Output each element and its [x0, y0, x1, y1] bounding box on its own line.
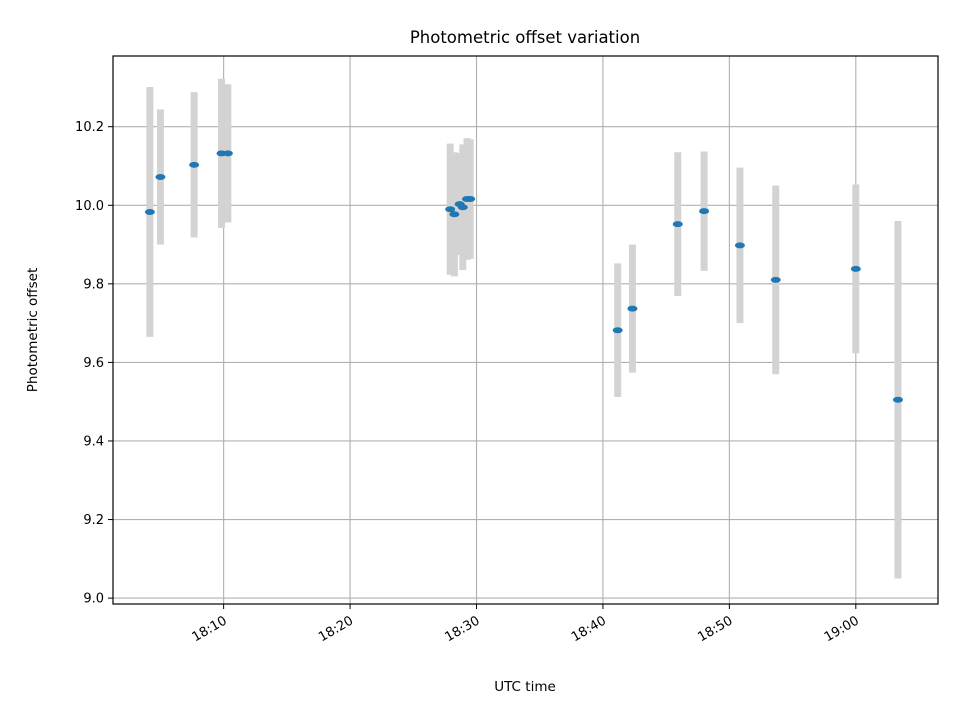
- data-point: [672, 221, 683, 228]
- data-point: [612, 327, 623, 334]
- data-point: [770, 276, 781, 283]
- data-point: [144, 208, 155, 215]
- data-point: [449, 211, 460, 218]
- x-axis-label: UTC time: [494, 679, 556, 695]
- data-point: [189, 161, 200, 168]
- y-tick-label: 9.6: [83, 356, 104, 371]
- data-point: [734, 242, 745, 249]
- y-tick-label: 9.8: [83, 277, 104, 292]
- y-tick-label: 10.2: [75, 120, 104, 135]
- y-tick-label: 9.4: [83, 434, 104, 449]
- data-point: [699, 208, 710, 215]
- data-point: [892, 396, 903, 403]
- y-tick-label: 9.2: [83, 513, 104, 528]
- chart-title: Photometric offset variation: [410, 28, 640, 47]
- y-tick-label: 9.0: [83, 592, 104, 607]
- data-point: [627, 305, 638, 312]
- y-tick-label: 10.0: [75, 199, 104, 214]
- data-point: [457, 204, 468, 211]
- markers: [144, 150, 903, 403]
- data-point: [155, 173, 166, 180]
- plot-frame: [112, 55, 939, 605]
- data-point: [222, 150, 233, 157]
- y-axis-ticks: 9.0 9.2 9.4 9.6 9.8 10.0 10.2: [75, 120, 113, 607]
- y-axis-label: Photometric offset: [25, 268, 41, 392]
- data-point: [465, 195, 476, 202]
- data-point: [850, 265, 861, 272]
- data-point: [445, 206, 456, 213]
